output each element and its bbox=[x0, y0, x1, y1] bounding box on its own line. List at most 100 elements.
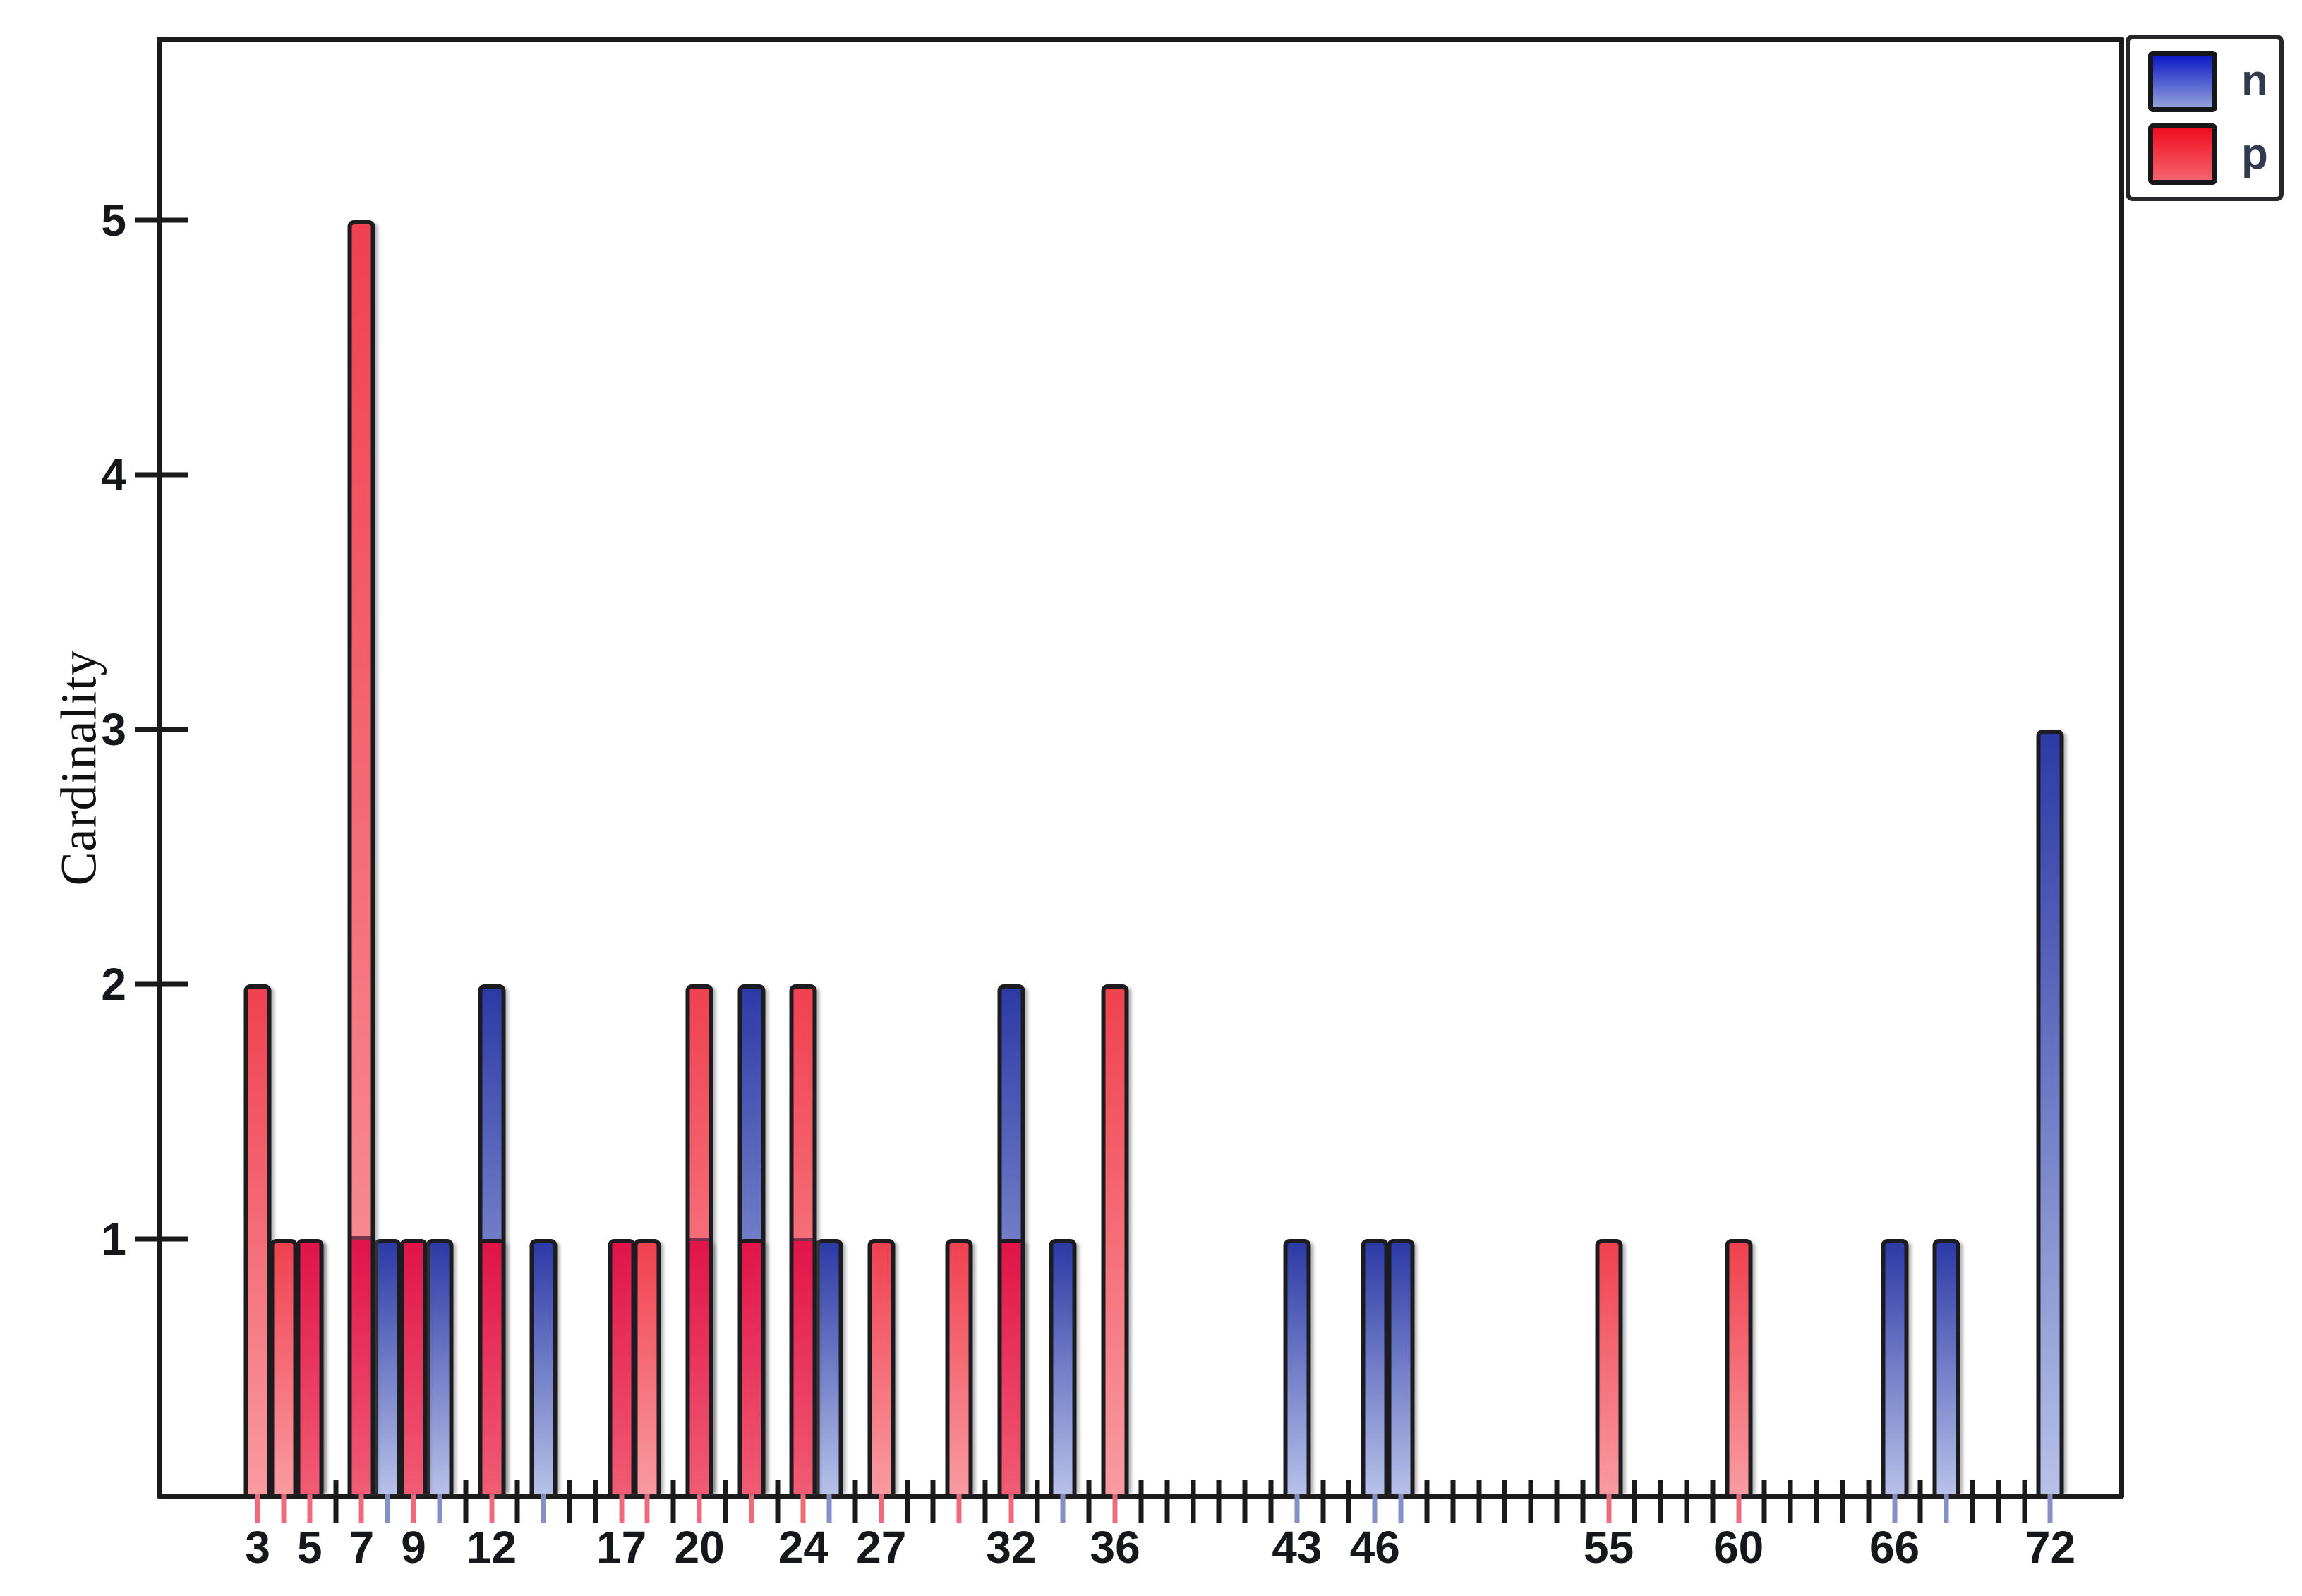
x-tick-61 bbox=[1761, 1480, 1767, 1523]
bar-overlap-12 bbox=[482, 1243, 502, 1494]
x-tick-label-72: 72 bbox=[2025, 1522, 2076, 1573]
x-tick-label-12: 12 bbox=[466, 1522, 517, 1573]
x-tick-36 bbox=[1112, 1480, 1118, 1523]
y-tick-label-3: 3 bbox=[101, 703, 126, 755]
y-axis-title: Cardinality bbox=[50, 649, 107, 886]
x-tick-label-24: 24 bbox=[778, 1522, 828, 1573]
y-tick-label-4: 4 bbox=[101, 449, 126, 500]
bar-p-17 bbox=[608, 1238, 636, 1494]
y-tick-4 bbox=[135, 472, 188, 478]
legend-label-p: p bbox=[2241, 129, 2268, 179]
x-tick-9 bbox=[411, 1480, 416, 1523]
x-tick-37 bbox=[1138, 1480, 1144, 1523]
x-tick-10 bbox=[437, 1480, 442, 1523]
x-tick-62 bbox=[1788, 1480, 1793, 1523]
bar-n-66 bbox=[1881, 1238, 1909, 1494]
x-tick-68 bbox=[1944, 1480, 1949, 1523]
bar-p-24 bbox=[789, 984, 817, 1494]
x-tick-44 bbox=[1320, 1480, 1326, 1523]
x-tick-label-17: 17 bbox=[596, 1522, 647, 1573]
legend-entry-n: n bbox=[2148, 50, 2279, 112]
x-tick-label-3: 3 bbox=[245, 1522, 270, 1573]
bar-overlap-24 bbox=[793, 1237, 813, 1494]
x-tick-35 bbox=[1086, 1480, 1092, 1523]
x-tick-6 bbox=[333, 1480, 339, 1523]
x-tick-48 bbox=[1424, 1480, 1430, 1523]
x-tick-40 bbox=[1216, 1480, 1222, 1523]
x-tick-32 bbox=[1008, 1480, 1014, 1523]
y-tick-label-1: 1 bbox=[101, 1213, 126, 1264]
x-tick-39 bbox=[1191, 1480, 1196, 1523]
x-tick-4 bbox=[281, 1480, 287, 1523]
y-tick-5 bbox=[135, 217, 188, 223]
bar-overlap-20 bbox=[689, 1237, 709, 1494]
bar-n-34 bbox=[1049, 1238, 1077, 1494]
x-tick-67 bbox=[1917, 1480, 1923, 1523]
x-tick-58 bbox=[1684, 1480, 1689, 1523]
x-tick-label-20: 20 bbox=[674, 1522, 725, 1573]
x-tick-22 bbox=[749, 1480, 754, 1523]
x-tick-13 bbox=[514, 1480, 520, 1523]
bar-n-14 bbox=[529, 1238, 558, 1494]
y-tick-3 bbox=[135, 727, 188, 732]
x-tick-label-55: 55 bbox=[1583, 1522, 1634, 1573]
bar-p-32 bbox=[997, 1238, 1025, 1494]
bar-p-5 bbox=[296, 1238, 324, 1494]
x-tick-29 bbox=[930, 1480, 936, 1523]
bar-overlap-22 bbox=[742, 1243, 761, 1494]
x-tick-5 bbox=[307, 1480, 313, 1523]
bar-n-43 bbox=[1283, 1238, 1311, 1494]
bar-p-36 bbox=[1101, 984, 1129, 1494]
x-tick-38 bbox=[1164, 1480, 1170, 1523]
y-tick-2 bbox=[135, 981, 188, 987]
x-tick-43 bbox=[1294, 1480, 1300, 1523]
x-tick-7 bbox=[358, 1480, 364, 1523]
x-tick-label-32: 32 bbox=[986, 1522, 1037, 1573]
x-tick-41 bbox=[1242, 1480, 1248, 1523]
bar-overlap-32 bbox=[1001, 1243, 1021, 1494]
x-tick-label-46: 46 bbox=[1349, 1522, 1400, 1573]
x-tick-42 bbox=[1268, 1480, 1274, 1523]
plot-area: 1 2 3 4 5 3 5 7 9 12 17 20 24 27 32 36 43 46 55 60 66 72 bbox=[101, 37, 2124, 1570]
x-tick-label-43: 43 bbox=[1272, 1522, 1322, 1573]
x-tick-49 bbox=[1450, 1480, 1456, 1523]
legend-entry-p: p bbox=[2148, 123, 2279, 186]
legend-swatch-n bbox=[2148, 50, 2217, 112]
x-tick-label-27: 27 bbox=[856, 1522, 907, 1573]
x-tick-64 bbox=[1840, 1480, 1845, 1523]
y-tick-label-5: 5 bbox=[101, 194, 126, 246]
x-tick-label-7: 7 bbox=[349, 1522, 375, 1573]
bar-p-20 bbox=[685, 984, 713, 1494]
x-tick-63 bbox=[1814, 1480, 1819, 1523]
x-tick-label-66: 66 bbox=[1869, 1522, 1920, 1573]
bar-p-3 bbox=[243, 984, 272, 1494]
x-tick-30 bbox=[956, 1480, 962, 1523]
x-tick-18 bbox=[644, 1480, 650, 1523]
bar-overlap-5 bbox=[300, 1243, 320, 1494]
x-tick-70 bbox=[1996, 1480, 2001, 1523]
x-tick-14 bbox=[541, 1480, 546, 1523]
bar-p-27 bbox=[867, 1238, 896, 1494]
x-tick-27 bbox=[879, 1480, 884, 1523]
x-tick-33 bbox=[1035, 1480, 1040, 1523]
bar-n-72 bbox=[2036, 729, 2064, 1494]
bar-p-9 bbox=[399, 1238, 428, 1494]
x-tick-46 bbox=[1372, 1480, 1378, 1523]
x-tick-47 bbox=[1398, 1480, 1404, 1523]
x-tick-17 bbox=[619, 1480, 625, 1523]
x-tick-53 bbox=[1554, 1480, 1560, 1523]
bar-n-46 bbox=[1361, 1238, 1389, 1494]
x-tick-label-60: 60 bbox=[1713, 1522, 1764, 1573]
x-tick-8 bbox=[385, 1480, 390, 1523]
x-tick-3 bbox=[255, 1480, 260, 1523]
x-tick-20 bbox=[697, 1480, 702, 1523]
x-tick-21 bbox=[723, 1480, 728, 1523]
bar-overlap-7 bbox=[351, 1236, 371, 1494]
bar-p-60 bbox=[1725, 1238, 1753, 1494]
x-tick-55 bbox=[1606, 1480, 1612, 1523]
x-tick-54 bbox=[1580, 1480, 1586, 1523]
bar-p-7 bbox=[347, 219, 375, 1494]
x-tick-label-5: 5 bbox=[297, 1522, 323, 1573]
bar-n-25 bbox=[815, 1238, 843, 1494]
